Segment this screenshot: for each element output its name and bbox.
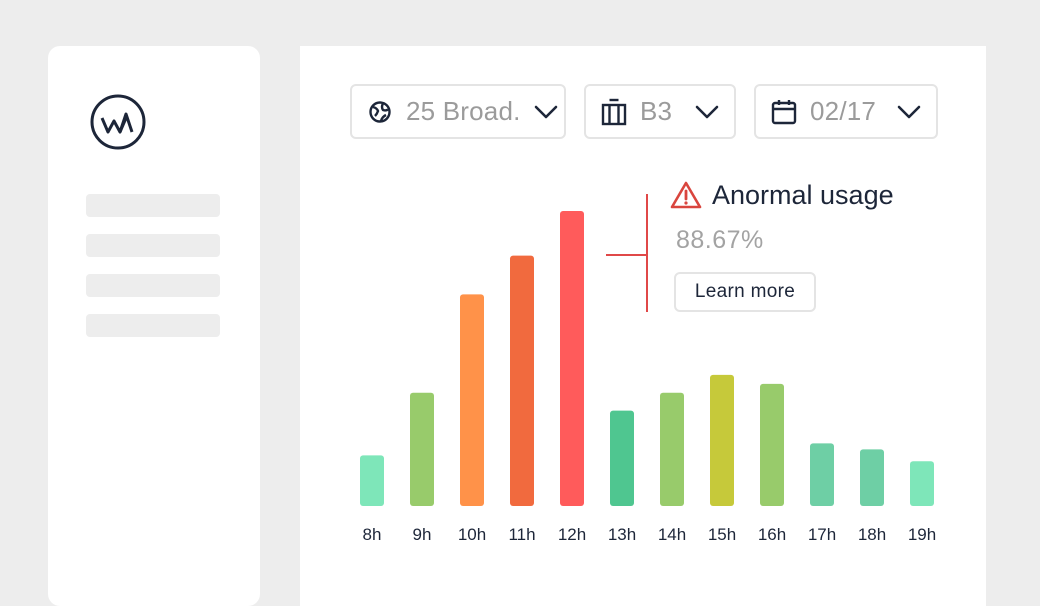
x-tick-label: 18h [858,525,886,544]
x-tick-label: 11h [508,525,535,544]
bar-13h[interactable] [610,410,634,506]
calendar-icon [770,98,798,126]
sidebar-skeleton-item[interactable] [86,194,220,217]
alert-title: Anormal usage [712,180,894,210]
sidebar-skeleton-item[interactable] [86,234,220,257]
bar-15h[interactable] [710,374,734,506]
wm-logo-icon[interactable] [90,94,146,150]
x-tick-label: 13h [608,525,636,544]
chevron-down-icon [694,99,720,125]
x-tick-label: 17h [808,525,836,544]
date-label: 02/17 [810,96,877,126]
bar-8h[interactable] [360,455,384,506]
chevron-down-icon [533,99,559,125]
bar-19h[interactable] [910,461,934,506]
x-tick-label: 12h [558,525,586,544]
floor-label: B3 [640,96,673,126]
bar-12h[interactable] [560,210,584,507]
bar-16h[interactable] [760,383,784,506]
bar-17h[interactable] [810,443,834,506]
x-tick-label: 15h [708,525,736,544]
x-tick-label: 19h [908,525,936,544]
building-icon [600,98,628,126]
x-tick-label: 10h [458,525,486,544]
learn-more-button[interactable]: Learn more [674,272,816,312]
usage-bar-chart: 8h 9h 10h 11h 12h 13h 14h 15h 16h 17h 18h 19h [360,194,936,544]
bar-14h[interactable] [660,392,684,506]
bar-11h[interactable] [510,255,534,506]
x-tick-label: 16h [758,525,786,544]
sidebar [48,46,260,606]
sidebar-skeleton-item[interactable] [86,274,220,297]
sidebar-skeleton-item[interactable] [86,314,220,337]
warning-icon [670,181,702,209]
x-tick-label: 8h [363,525,382,544]
globe-icon [366,98,394,126]
alert-value: 88.67% [676,226,764,254]
chevron-down-icon [896,99,922,125]
bar-18h[interactable] [860,449,884,506]
bar-10h[interactable] [460,294,484,506]
bar-9h[interactable] [410,392,434,506]
date-dropdown[interactable]: 02/17 [754,84,938,139]
x-tick-label: 9h [413,525,432,544]
location-label: 25 Broad. [406,96,521,126]
floor-dropdown[interactable]: B3 [584,84,736,139]
main-panel: 25 Broad. B3 02/17 [300,46,986,606]
location-dropdown[interactable]: 25 Broad. [350,84,566,139]
x-tick-label: 14h [658,525,686,544]
